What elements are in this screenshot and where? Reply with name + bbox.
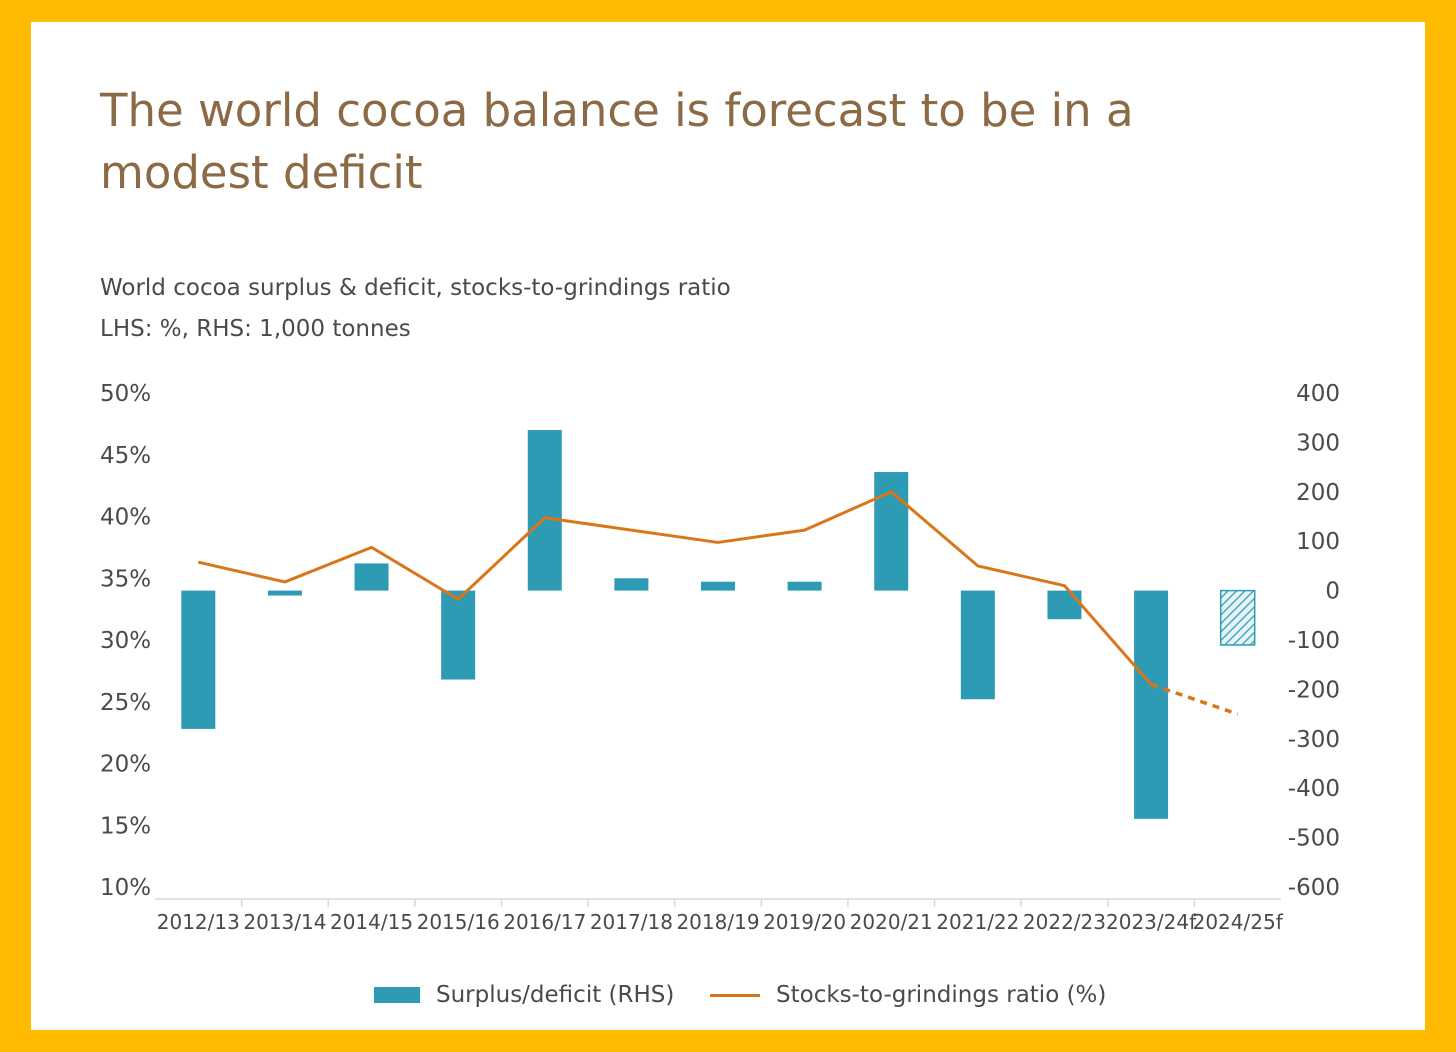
bar	[181, 590, 216, 729]
right-tick-label: 400	[1296, 381, 1340, 407]
legend-item-line: Stocks-to-grindings ratio (%)	[710, 977, 1106, 1013]
x-tick-label: 2016/17	[503, 910, 586, 934]
axis-units-note: LHS: %, RHS: 1,000 tonnes	[100, 316, 411, 342]
right-tick-label: 0	[1325, 579, 1340, 605]
bar	[701, 581, 735, 591]
left-tick-label: 25%	[100, 690, 151, 716]
left-axis: 50% 45% 40% 35% 30% 25% 20% 15% 10%	[100, 381, 151, 901]
x-tick-label: 2020/21	[850, 910, 933, 934]
line-solid-segment	[197, 490, 1153, 686]
x-axis: 2012/13 2013/14 2014/15 2015/16 2016/17 2017/…	[157, 899, 1284, 934]
x-tick-label: 2019/20	[763, 910, 846, 934]
chart-subtitle: World cocoa surplus & deficit, stocks-to…	[100, 275, 731, 301]
chart-plot: 50% 45% 40% 35% 30% 25% 20% 15% 10% 400 300 200 100…	[100, 381, 1340, 934]
legend-item-bar: Surplus/deficit (RHS)	[374, 977, 674, 1013]
line-series	[197, 490, 1239, 716]
right-tick-label: 100	[1296, 529, 1340, 555]
bar	[267, 590, 302, 596]
bar	[1047, 590, 1082, 620]
bar	[614, 578, 649, 591]
bar	[960, 590, 995, 700]
right-axis: 400 300 200 100 0 -100 -200 -300 -400 -500 -600	[1288, 381, 1340, 901]
left-tick-label: 40%	[100, 505, 151, 531]
legend-line-swatch	[710, 993, 760, 997]
bar	[441, 590, 476, 680]
x-tick-label: 2022/23	[1023, 910, 1106, 934]
x-tick-label: 2014/15	[330, 910, 413, 934]
x-tick-label: 2021/22	[936, 910, 1019, 934]
left-tick-label: 30%	[100, 628, 151, 654]
bar	[787, 581, 822, 591]
right-tick-label: 300	[1296, 430, 1340, 456]
legend-line-label: Stocks-to-grindings ratio (%)	[776, 982, 1107, 1008]
left-tick-label: 50%	[100, 381, 151, 407]
x-tick-label: 2023/24f	[1106, 910, 1197, 934]
right-tick-label: -300	[1288, 727, 1340, 753]
x-tick-label: 2024/25f	[1193, 910, 1284, 934]
right-tick-label: -100	[1288, 628, 1340, 654]
x-tick-label: 2017/18	[590, 910, 673, 934]
right-tick-label: -200	[1288, 677, 1340, 703]
x-tick-label: 2015/16	[417, 910, 500, 934]
legend-bar-swatch	[374, 987, 420, 1003]
x-tick-label: 2013/14	[243, 910, 326, 934]
right-tick-label: -400	[1288, 776, 1340, 802]
right-tick-label: -600	[1288, 875, 1340, 901]
bar	[874, 472, 909, 591]
x-tick-label: 2012/13	[157, 910, 240, 934]
bar	[1134, 590, 1169, 819]
left-tick-label: 20%	[100, 752, 151, 778]
bar	[527, 430, 562, 591]
x-tick-label: 2018/19	[676, 910, 759, 934]
left-tick-label: 45%	[100, 443, 151, 469]
line-forecast-segment	[1150, 682, 1239, 716]
chart-card: The world cocoa balance is forecast to b…	[31, 22, 1425, 1030]
right-tick-label: -500	[1288, 826, 1340, 852]
left-tick-label: 10%	[100, 875, 151, 901]
left-tick-label: 15%	[100, 813, 151, 839]
chart-title: The world cocoa balance is forecast to b…	[100, 84, 1134, 199]
bar-series	[181, 430, 1256, 819]
bar	[354, 563, 389, 591]
left-tick-label: 35%	[100, 566, 151, 592]
right-tick-label: 200	[1296, 480, 1340, 506]
legend-bar-label: Surplus/deficit (RHS)	[436, 982, 675, 1008]
bar	[1219, 589, 1256, 646]
